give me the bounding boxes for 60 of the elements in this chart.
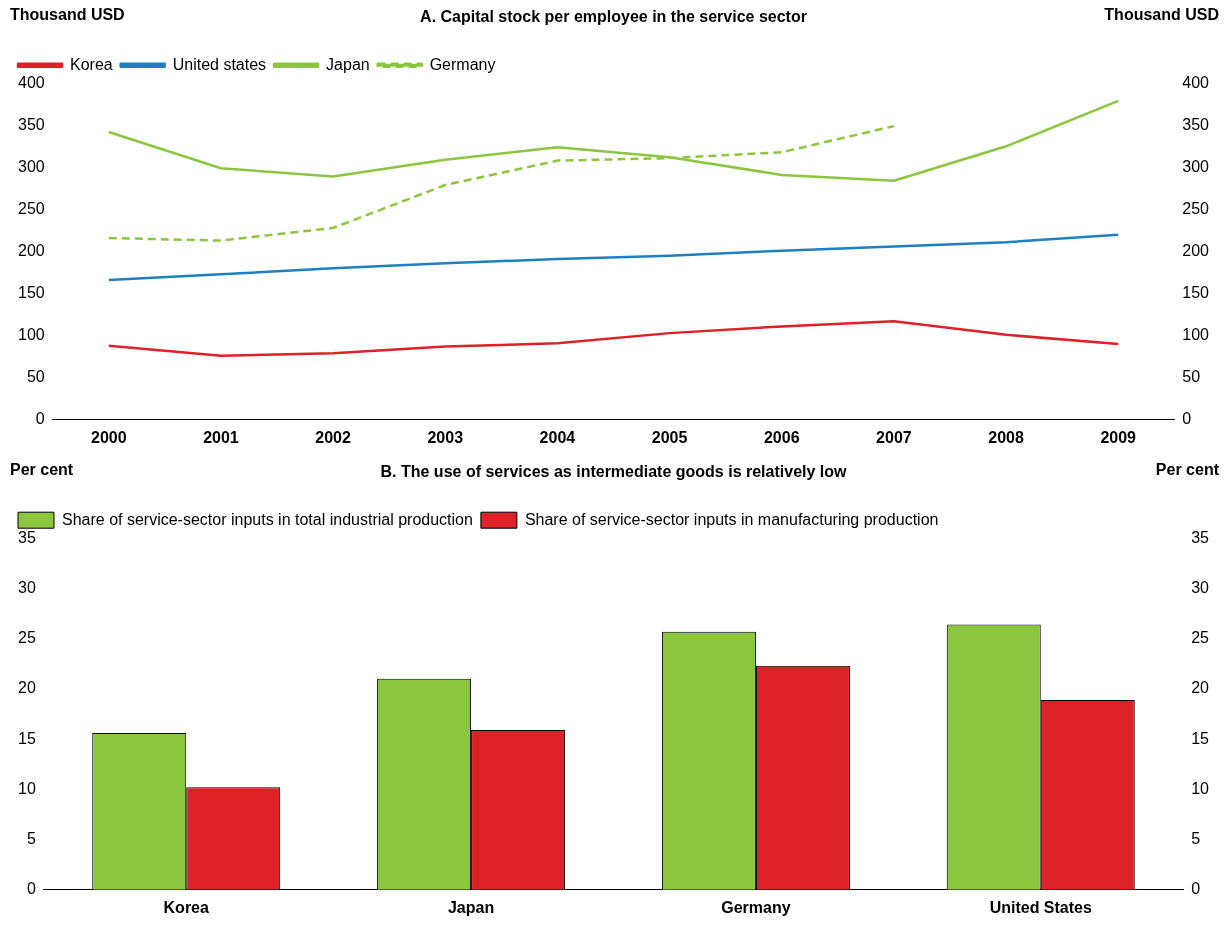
y-axis-title: Per cent: [10, 461, 74, 479]
y-tick-label: 250: [17, 199, 45, 217]
y-tick-label: 25: [18, 629, 36, 647]
y-tick-label: 50: [26, 368, 45, 386]
y-tick-label: 400: [17, 73, 45, 91]
x-tick-label: 2007: [876, 428, 912, 446]
y-tick-label: 10: [18, 779, 36, 797]
y2-axis-title: Per cent: [1155, 461, 1220, 479]
y-tick-label: 0: [26, 880, 36, 898]
y2-tick-label: 10: [1191, 779, 1210, 797]
y2-tick-label: 350: [1182, 115, 1210, 133]
y2-tick-label: 15: [1191, 729, 1210, 747]
x-tick-label: 2002: [315, 428, 351, 446]
x-tick-label: United States: [989, 898, 1092, 916]
x-tick-label: 2003: [427, 428, 464, 446]
y2-tick-label: 400: [1182, 73, 1210, 91]
legend-label: Japan: [326, 55, 370, 73]
x-tick-label: Germany: [721, 898, 791, 916]
y-axis-title: Thousand USD: [10, 6, 125, 24]
y2-tick-label: 200: [1182, 241, 1210, 259]
y2-tick-label: 0: [1182, 410, 1192, 428]
y2-tick-label: 0: [1191, 880, 1201, 898]
y2-tick-label: 35: [1191, 528, 1210, 546]
y2-tick-label: 5: [1191, 829, 1201, 847]
y-tick-label: 150: [17, 283, 45, 301]
y-tick-label: 15: [18, 729, 36, 747]
y-tick-label: 20: [18, 679, 36, 697]
x-tick-label: 2004: [539, 428, 576, 446]
y2-tick-label: 250: [1182, 199, 1210, 217]
y2-tick-label: 50: [1182, 368, 1201, 386]
y-tick-label: 100: [17, 326, 45, 344]
y2-axis-title: Thousand USD: [1104, 6, 1219, 24]
y2-tick-label: 20: [1191, 679, 1210, 697]
x-tick-label: Japan: [447, 898, 495, 916]
chart-title: A. Capital stock per employee in the service sector: [420, 8, 807, 26]
legend-label: Germany: [429, 55, 496, 73]
chart-title: B. The use of services as intermediate goods is relatively low: [380, 463, 848, 481]
y2-tick-label: 25: [1191, 629, 1210, 647]
y-tick-label: 30: [18, 578, 36, 596]
x-tick-label: 2005: [651, 428, 688, 446]
legend-label: United states: [172, 55, 267, 73]
legend-label: Korea: [70, 55, 113, 73]
x-tick-label: Korea: [163, 898, 209, 916]
y-tick-label: 5: [26, 829, 36, 847]
y-tick-label: 200: [17, 241, 45, 259]
y-tick-label: 300: [17, 157, 45, 175]
x-tick-label: 2000: [90, 428, 127, 446]
y-tick-label: 0: [35, 410, 45, 428]
legend-label: Share of service-sector inputs in manufacturing production: [524, 510, 939, 528]
y-tick-label: 350: [17, 115, 45, 133]
y-tick-label: 35: [18, 528, 36, 546]
x-tick-label: 2006: [763, 428, 800, 446]
legend-label: Share of service-sector inputs in total industrial production: [62, 510, 473, 528]
y2-tick-label: 300: [1182, 157, 1210, 175]
y2-tick-label: 30: [1191, 578, 1210, 596]
x-tick-label: 2001: [203, 428, 239, 446]
y2-tick-label: 100: [1182, 326, 1210, 344]
x-tick-label: 2009: [1100, 428, 1137, 446]
y2-tick-label: 150: [1182, 283, 1210, 301]
x-tick-label: 2008: [988, 428, 1024, 446]
